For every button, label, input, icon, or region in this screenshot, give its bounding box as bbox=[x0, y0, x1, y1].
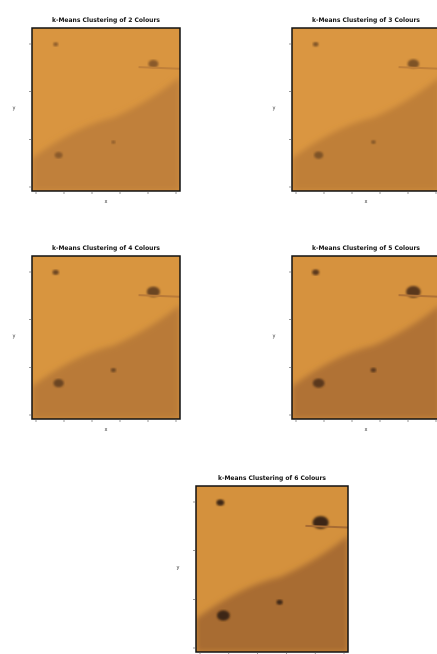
dark-spot bbox=[111, 368, 116, 372]
panel-title: k-Means Clustering of 6 Colours bbox=[218, 475, 326, 482]
figure: k-Means Clustering of 2 Coloursxyk-Means… bbox=[0, 0, 437, 654]
page: k-Means Clustering of 2 Coloursxyk-Means… bbox=[0, 0, 437, 654]
y-axis-label: y bbox=[13, 106, 16, 112]
panel: k-Means Clustering of 4 Colours x y bbox=[13, 245, 180, 433]
dark-spot bbox=[111, 141, 115, 144]
y-axis-label: y bbox=[13, 334, 16, 340]
dark-spot bbox=[53, 42, 58, 46]
dark-spot bbox=[52, 270, 59, 275]
dark-spot bbox=[313, 42, 319, 47]
dark-spot bbox=[217, 610, 230, 620]
dark-spot bbox=[276, 600, 282, 605]
image bbox=[32, 256, 180, 419]
dark-spot bbox=[314, 151, 323, 158]
x-axis-label: x bbox=[105, 199, 108, 205]
dark-spot bbox=[55, 152, 63, 158]
image bbox=[292, 28, 437, 191]
y-axis-label: y bbox=[273, 106, 276, 112]
panel: k-Means Clustering of 5 Colours x y bbox=[273, 245, 437, 433]
panel-title: k-Means Clustering of 4 Colours bbox=[52, 245, 160, 252]
x-axis-label: x bbox=[105, 427, 108, 433]
panel: k-Means Clustering of 2 Colours x y bbox=[13, 17, 180, 205]
panel-title: k-Means Clustering of 2 Colours bbox=[52, 17, 160, 24]
dark-spot bbox=[312, 269, 319, 275]
image bbox=[32, 28, 180, 191]
image bbox=[292, 256, 437, 419]
panel-title: k-Means Clustering of 3 Colours bbox=[312, 17, 420, 24]
dark-spot bbox=[371, 140, 376, 144]
image bbox=[196, 486, 348, 652]
panel: k-Means Clustering of 3 Colours x y bbox=[273, 17, 437, 205]
panel-title: k-Means Clustering of 5 Colours bbox=[312, 245, 420, 252]
dark-spot bbox=[371, 368, 377, 373]
dark-spot bbox=[53, 379, 63, 387]
dark-spot bbox=[313, 379, 325, 388]
y-axis-label: y bbox=[177, 565, 180, 571]
x-axis-label: x bbox=[365, 427, 368, 433]
y-axis-label: y bbox=[273, 334, 276, 340]
x-axis-label: x bbox=[365, 199, 368, 205]
dark-spot bbox=[216, 499, 224, 505]
